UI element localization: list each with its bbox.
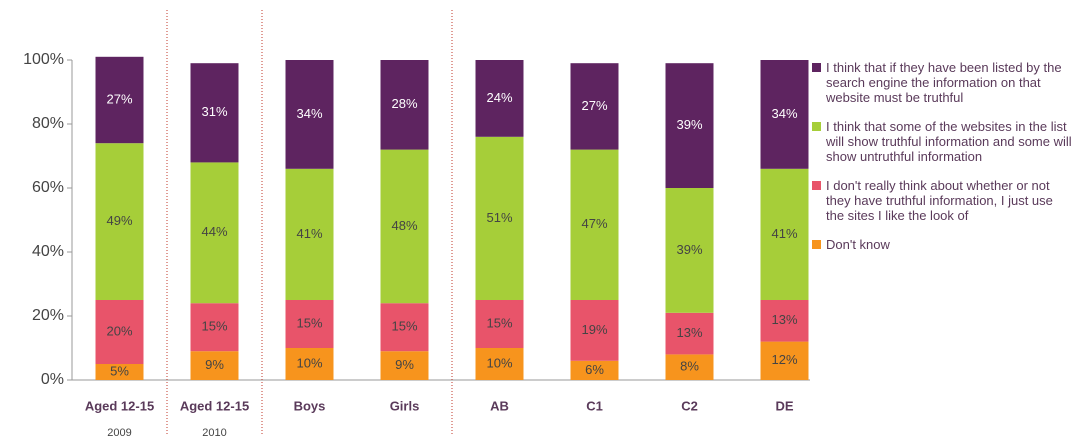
x-sub-label: 2010 — [202, 427, 226, 436]
value-label: 12% — [771, 352, 797, 367]
bar-segment — [380, 60, 429, 150]
bar-segment — [475, 300, 524, 348]
legend-label: Don't know — [826, 237, 890, 252]
x-sub-label: 2009 — [107, 427, 131, 436]
value-label: 8% — [680, 359, 699, 374]
value-label: 15% — [201, 319, 227, 334]
bar-segment — [190, 303, 239, 352]
y-tick-label: 40% — [32, 243, 64, 260]
bar-segment — [665, 312, 714, 355]
value-label: 6% — [585, 362, 604, 377]
bar-segment — [570, 63, 619, 150]
value-label: 41% — [296, 226, 322, 241]
bar-segment — [665, 188, 714, 313]
bar-segment — [760, 341, 809, 380]
bar-segment — [570, 149, 619, 300]
bar-segment — [665, 354, 714, 380]
value-label: 13% — [676, 325, 702, 340]
value-label: 19% — [581, 322, 607, 337]
bar-segment — [285, 168, 334, 300]
bar-segment — [760, 60, 809, 169]
bar-segment — [285, 348, 334, 380]
bar-segment — [570, 360, 619, 380]
chart: 0% 20% 40% 60% 80% 100% 5% 20% 49% 27% Aged 12-15 2… — [23, 10, 810, 436]
bar-segment — [475, 136, 524, 300]
value-label: 51% — [486, 210, 512, 225]
legend-swatch — [812, 181, 821, 190]
bar-segment — [95, 143, 144, 300]
bar-segment — [760, 168, 809, 300]
value-label: 27% — [106, 91, 132, 106]
legend-label: I think that if they have been listed by… — [826, 60, 1062, 105]
bar-segment — [95, 56, 144, 144]
bar-segment — [190, 63, 239, 163]
y-tick-label: 100% — [23, 51, 64, 68]
x-tick-label: Aged 12-15 — [85, 398, 154, 413]
bar-segment — [570, 300, 619, 361]
value-label: 34% — [296, 106, 322, 121]
legend-item: I think that some of the websites in the… — [812, 119, 1074, 164]
value-label: 9% — [395, 357, 414, 372]
value-label: 27% — [581, 98, 607, 113]
value-label: 10% — [296, 355, 322, 370]
value-label: 9% — [205, 357, 224, 372]
legend-swatch — [812, 122, 821, 131]
value-label: 39% — [676, 117, 702, 132]
legend-swatch — [812, 240, 821, 249]
value-label: 15% — [486, 315, 512, 330]
bar-segment — [665, 63, 714, 189]
y-tick-label: 60% — [32, 179, 64, 196]
y-tick-label: 20% — [32, 307, 64, 324]
bar-segment — [285, 300, 334, 348]
x-tick-label: Aged 12-15 — [180, 398, 249, 413]
value-label: 15% — [391, 319, 417, 334]
value-label: 47% — [581, 216, 607, 231]
legend-item: I think that if they have been listed by… — [812, 60, 1074, 105]
bar-segment — [475, 348, 524, 380]
value-label: 41% — [771, 226, 797, 241]
y-tick-label: 0% — [41, 371, 64, 388]
bar-segment — [95, 364, 144, 380]
x-tick-label: AB — [490, 398, 509, 413]
value-label: 39% — [676, 242, 702, 257]
x-tick-label: C2 — [681, 398, 698, 413]
x-tick-label: C1 — [586, 398, 603, 413]
value-label: 15% — [296, 315, 322, 330]
value-label: 49% — [106, 213, 132, 228]
value-label: 34% — [771, 106, 797, 121]
x-tick-label: Boys — [294, 398, 326, 413]
bar-segment — [760, 300, 809, 342]
x-tick-label: Girls — [390, 398, 420, 413]
value-label: 48% — [391, 218, 417, 233]
bar-segment — [380, 351, 429, 380]
x-tick-label: DE — [775, 398, 793, 413]
bar-segment — [190, 351, 239, 380]
value-label: 5% — [110, 363, 129, 378]
value-label: 10% — [486, 355, 512, 370]
value-label: 24% — [486, 90, 512, 105]
bar-segment — [380, 303, 429, 352]
legend-item: I don't really think about whether or no… — [812, 178, 1074, 223]
legend-label: I don't really think about whether or no… — [826, 178, 1053, 223]
value-label: 20% — [106, 323, 132, 338]
value-label: 13% — [771, 312, 797, 327]
y-tick-label: 80% — [32, 115, 64, 132]
value-label: 44% — [201, 224, 227, 239]
bar-segment — [95, 300, 144, 364]
value-label: 31% — [201, 104, 227, 119]
legend: I think that if they have been listed by… — [812, 60, 1074, 266]
bar-segment — [475, 60, 524, 137]
legend-swatch — [812, 63, 821, 72]
bar-segment — [190, 162, 239, 304]
bar-segment — [380, 149, 429, 304]
legend-item: Don't know — [812, 237, 1074, 252]
bar-segment — [285, 60, 334, 169]
value-label: 28% — [391, 96, 417, 111]
legend-label: I think that some of the websites in the… — [826, 119, 1072, 164]
